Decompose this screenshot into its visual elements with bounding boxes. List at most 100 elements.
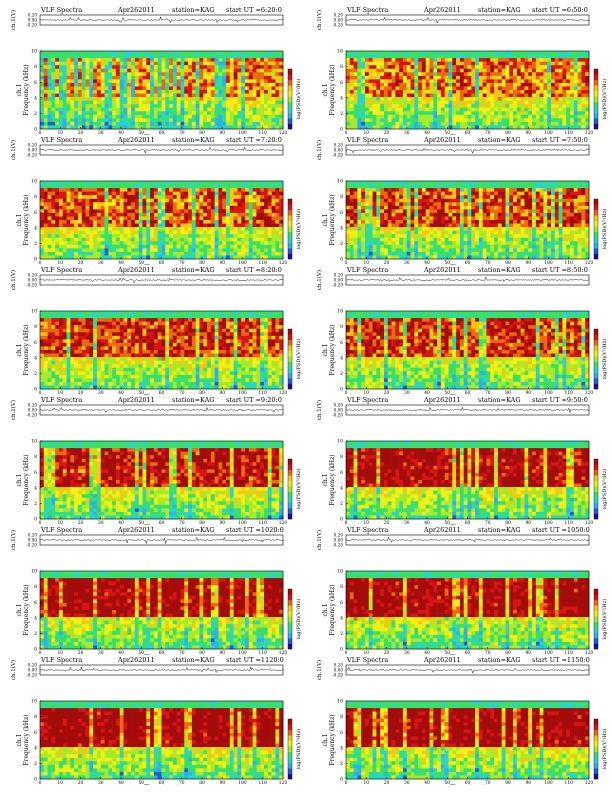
spectrogram-cell (229, 255, 234, 260)
spectrogram-cell (482, 75, 487, 80)
spectrogram-cell (74, 79, 79, 84)
spectrogram-cell (74, 223, 79, 228)
spectrogram-cell (376, 104, 381, 109)
spectrogram-cell (226, 255, 231, 260)
spectrogram-cell (418, 241, 423, 246)
spectrogram-cell (241, 202, 246, 207)
spectrogram-cell (233, 54, 238, 59)
spectrogram-cell (40, 104, 45, 109)
spectrogram-cell (532, 58, 537, 62)
spectrogram-cell (96, 86, 102, 91)
spectrogram-cell (100, 198, 105, 203)
spectrogram-cell (547, 97, 552, 101)
spectrogram-cell (222, 205, 227, 210)
spectrogram-cell (214, 125, 219, 130)
spectrogram-cell (96, 107, 102, 112)
spectrogram-cell (146, 114, 151, 119)
x-tick-label: 60 (465, 131, 471, 135)
spectrogram-cell (444, 114, 449, 119)
panel-start-time: start UT =6:50:0 (532, 6, 588, 14)
spectrogram-cell (353, 93, 358, 98)
spectrogram-cell (490, 90, 495, 94)
spectrogram-cell (437, 181, 442, 185)
spectrogram-cell (361, 205, 366, 210)
spectrogram-cell (402, 54, 408, 59)
spectrogram-cell (380, 255, 385, 260)
spectrogram-cell (77, 251, 83, 256)
spectrogram-cell (245, 255, 250, 260)
spectrogram-cell (570, 72, 575, 77)
spectrogram-cell (112, 107, 117, 112)
spectrogram-cell (66, 241, 71, 246)
spectrogram-cell (459, 111, 465, 116)
spectrogram-cell (203, 188, 208, 192)
spectrogram-cell (353, 191, 358, 196)
spectrogram-cell (421, 93, 427, 98)
spectrogram-cell (361, 237, 366, 242)
spectrogram-cell (505, 90, 510, 94)
spectrogram-cell (497, 111, 502, 116)
spectrogram-cell (418, 212, 423, 217)
colorbar-segment (594, 112, 598, 119)
spectrogram-cell (406, 191, 411, 196)
spectrogram-cell (459, 121, 465, 126)
spectrogram-cell (387, 100, 392, 105)
spectrogram-cell (210, 212, 215, 217)
spectrogram-cell (444, 58, 449, 62)
spectrogram-cell (406, 244, 411, 249)
colorbar-frame (287, 198, 293, 260)
spectrogram-cell (55, 230, 60, 235)
spectrogram-cell (210, 90, 215, 94)
spectrogram-cell (195, 86, 200, 91)
spectrogram-cell (237, 181, 242, 185)
spectrogram-cell (478, 97, 483, 101)
colorbar-segment (594, 118, 598, 124)
spectrogram-cell (157, 90, 162, 94)
spectrogram-cell (467, 72, 472, 77)
spectrogram-cell (547, 65, 552, 70)
spectrogram-cell (387, 230, 392, 235)
spectrogram-cell (391, 181, 396, 185)
spectrogram-cell (233, 188, 238, 192)
spectrogram-cell (233, 68, 238, 73)
spectrogram-cell (85, 251, 90, 256)
x-tick-label: 30 (98, 261, 104, 265)
spectrogram-cell (100, 65, 105, 70)
spectrogram-cell (199, 72, 204, 77)
spectrogram-cell (260, 68, 265, 73)
spectrogram-cell (433, 61, 438, 66)
spectrogram-cell (402, 86, 408, 91)
spectrogram-cell (267, 188, 272, 192)
spectrogram-cell (100, 244, 105, 249)
spectrogram-cell (180, 90, 185, 94)
spectrogram-cell (248, 188, 253, 192)
spectrogram-cell (535, 68, 540, 73)
spectrogram-cell (74, 54, 79, 59)
spectrogram-cell (172, 191, 177, 196)
spectrogram-cell (248, 54, 253, 59)
spectrogram-cell (383, 251, 389, 256)
spectrogram-cell (66, 205, 71, 210)
spectrogram-cell (100, 90, 105, 94)
spectrogram-cell (364, 212, 370, 217)
spectrogram-cell (51, 181, 56, 185)
spectrogram-cell (524, 72, 529, 77)
spectrogram-cell (138, 198, 143, 203)
spectrogram-cell (153, 195, 159, 200)
spectrogram-cell (43, 51, 48, 55)
spectrogram-cell (226, 65, 231, 70)
spectrogram-cell (180, 198, 185, 203)
spectrogram-cell (237, 220, 242, 224)
spectrogram-cell (77, 93, 83, 98)
spectrogram-cell (195, 90, 200, 94)
spectrogram-cell (115, 61, 121, 66)
spectrogram-cell (497, 90, 502, 94)
spectrogram-cell (40, 61, 45, 66)
spectrogram-cell (425, 244, 430, 249)
spectrogram-cell (271, 111, 276, 116)
spectrogram-cell (85, 72, 90, 77)
spectrogram-cell (203, 241, 208, 246)
spectrogram-cell (172, 104, 177, 109)
spectrogram-cell (425, 79, 430, 84)
spectrogram-cell (191, 118, 196, 123)
